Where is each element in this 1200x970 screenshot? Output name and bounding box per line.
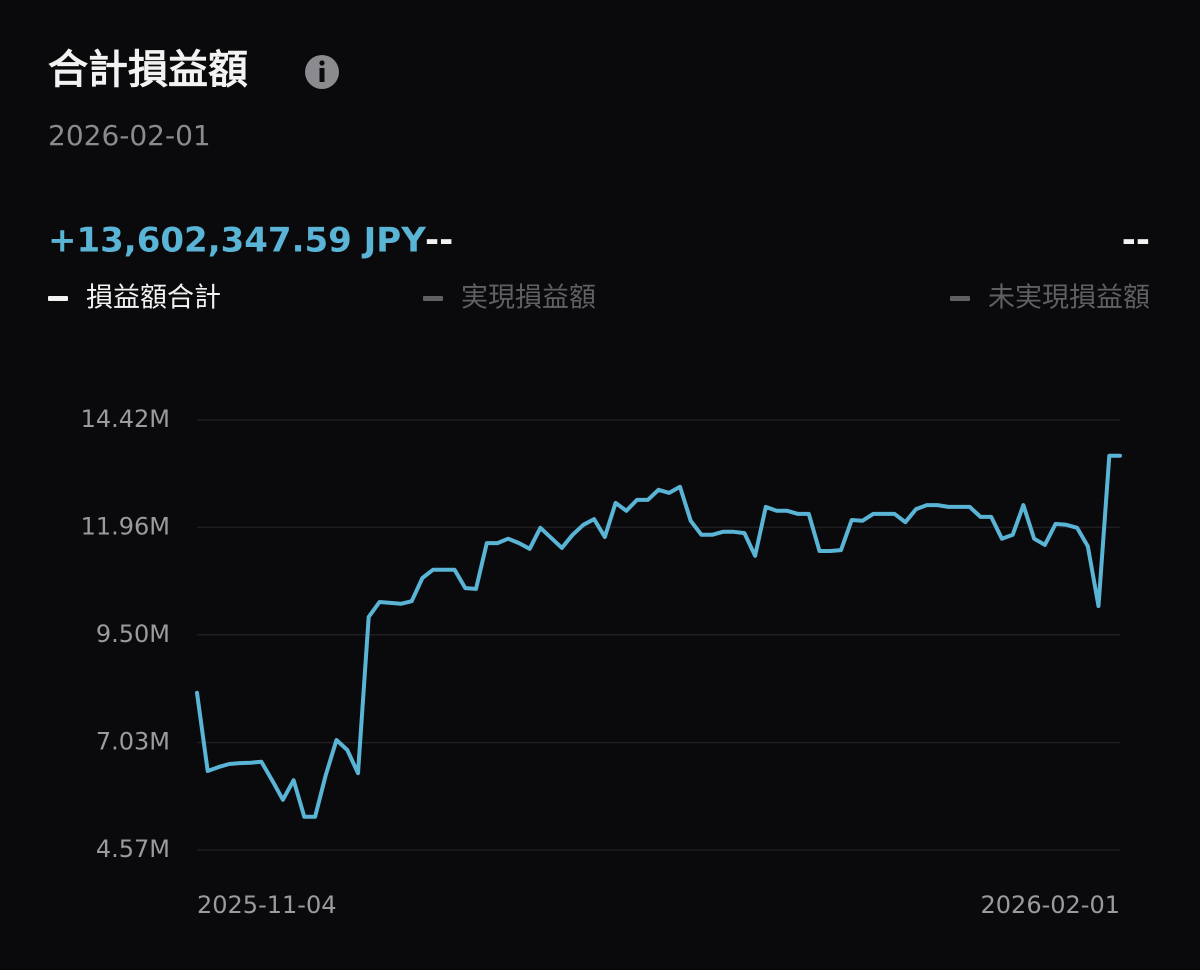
legend-swatch (950, 296, 970, 301)
legend-label: 未実現損益額 (988, 283, 1150, 314)
x-tick-label: 2025-11-04 (197, 891, 336, 919)
legend-swatch (423, 296, 443, 301)
legend: 損益額合計 実現損益額 未実現損益額 (48, 283, 1150, 314)
total-value: +13,602,347.59 JPY (48, 221, 426, 261)
y-tick-label: 4.57M (96, 835, 170, 863)
info-icon[interactable] (305, 55, 339, 89)
legend-label: 損益額合計 (86, 283, 221, 314)
y-tick-label: 9.50M (96, 620, 170, 648)
legend-label: 実現損益額 (461, 283, 596, 314)
y-tick-label: 11.96M (81, 512, 170, 540)
y-tick-label: 7.03M (96, 728, 170, 756)
date: 2026-02-01 (48, 119, 211, 152)
plot: 14.42M 11.96M 9.50M 7.03M 4.57M 2025-11-04 202… (81, 405, 1122, 919)
x-tick-label: 2026-02-01 (981, 891, 1120, 919)
y-tick-label: 14.42M (81, 405, 170, 433)
info-dot (319, 60, 325, 66)
unrealized-value: -- (1122, 221, 1150, 261)
realized-value: -- (425, 221, 453, 261)
line-series (195, 453, 1122, 819)
info-stem (319, 68, 325, 82)
title: 合計損益額 (48, 47, 248, 93)
legend-swatch (48, 296, 68, 301)
